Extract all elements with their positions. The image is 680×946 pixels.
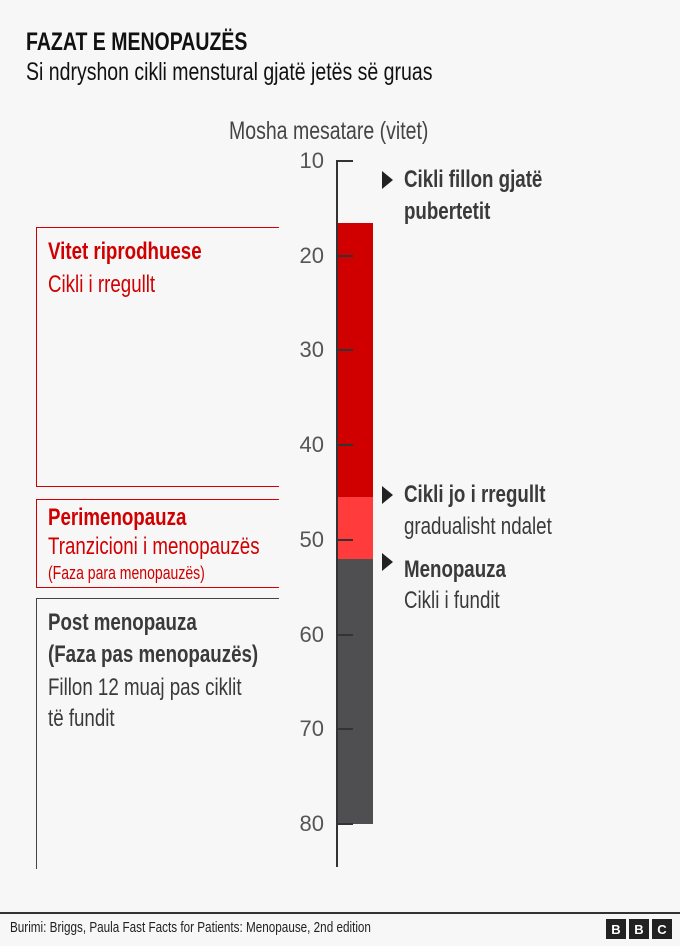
tick-mark <box>337 728 353 731</box>
post-heading2: (Faza pas menopauzës) <box>48 641 259 668</box>
peri-subtext: (Faza para menopauzës) <box>48 563 205 583</box>
tick-label: 10 <box>299 148 324 173</box>
axis-label: Mosha mesatare (vitet) <box>229 117 429 145</box>
reproductive-text: Cikli i rregullt <box>48 271 156 298</box>
annotation-puberty: Cikli fillon gjatë <box>404 166 543 193</box>
bar-segment-0 <box>338 222 373 498</box>
tick-label: 80 <box>299 811 324 836</box>
tick-label: 70 <box>299 716 324 742</box>
perimenopause-box: Perimenopauza Tranzicioni i menopauzës (… <box>36 499 279 588</box>
arrow-icon <box>382 486 393 504</box>
reproductive-box: Vitet riprodhuese Cikli i rregullt <box>36 227 279 487</box>
postmenopause-box: Post menopauza (Faza pas menopauzës) Fil… <box>36 598 279 869</box>
bar-segment-1 <box>338 497 373 559</box>
peri-text: Tranzicioni i menopauzës <box>48 533 260 560</box>
annotation-menopause-2: Cikli i fundit <box>404 587 500 614</box>
footer-divider <box>0 912 680 914</box>
tick-label: 50 <box>299 526 324 552</box>
tick-label: 40 <box>299 432 324 458</box>
tick-label: 60 <box>299 621 324 647</box>
title: FAZAT E MENOPAUZËS <box>26 28 248 56</box>
tick-mark <box>337 633 353 636</box>
post-heading: Post menopauza <box>48 609 197 636</box>
tick-label: 30 <box>299 337 324 363</box>
tick-label: 20 <box>299 242 324 268</box>
arrow-icon <box>382 553 393 571</box>
tick-mark <box>337 538 353 541</box>
tick-mark <box>337 823 353 825</box>
subtitle: Si ndryshon cikli menstural gjatë jetës … <box>26 58 433 86</box>
post-text1: Fillon 12 muaj pas ciklit <box>48 674 242 701</box>
source-text: Burimi: Briggs, Paula Fast Facts for Pat… <box>10 919 371 936</box>
post-text2: të fundit <box>48 705 115 732</box>
arrow-icon <box>382 171 393 189</box>
peri-heading: Perimenopauza <box>48 504 187 531</box>
annotation-irregular: Cikli jo i rregullt <box>404 481 546 508</box>
bar-segment-2 <box>338 558 373 824</box>
reproductive-heading: Vitet riprodhuese <box>48 238 202 265</box>
annotation-puberty-2: pubertetit <box>404 198 491 225</box>
tick-mark <box>337 160 353 162</box>
tick-mark <box>337 349 353 352</box>
annotation-menopause: Menopauza <box>404 556 506 583</box>
annotation-irregular-2: gradualisht ndalet <box>404 513 552 540</box>
tick-mark <box>337 444 353 447</box>
axis-line <box>336 160 338 867</box>
tick-mark <box>337 254 353 257</box>
